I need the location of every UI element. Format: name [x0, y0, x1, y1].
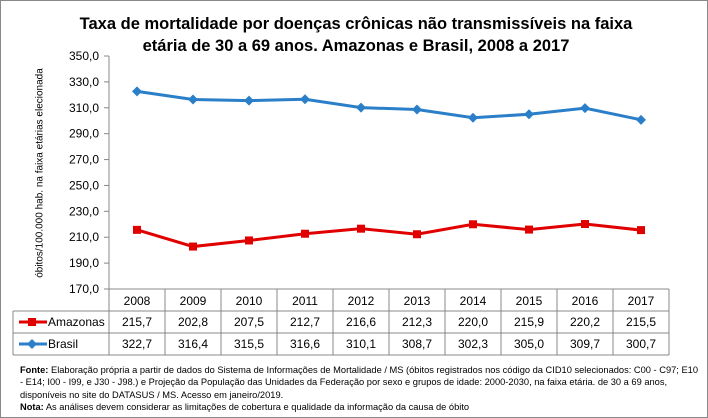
- y-tick-label: 290,0: [69, 127, 99, 141]
- data-point: [525, 225, 533, 234]
- data-table-value: 310,1: [346, 337, 376, 351]
- chart-title: Taxa de mortalidade por doenças crônicas…: [79, 15, 633, 55]
- data-table-value: 212,3: [402, 315, 432, 329]
- category-label: 2013: [404, 294, 431, 308]
- data-point: [468, 112, 478, 123]
- data-point: [469, 220, 477, 229]
- y-tick-label: 230,0: [69, 204, 99, 218]
- data-point: [580, 103, 590, 114]
- y-tick-label: 250,0: [69, 178, 99, 192]
- y-tick-label: 350,0: [69, 49, 99, 63]
- data-point: [133, 225, 141, 234]
- category-label: 2012: [348, 294, 375, 308]
- data-table-value: 316,6: [290, 337, 320, 351]
- data-table-value: 315,5: [234, 337, 264, 351]
- category-label: 2014: [460, 294, 487, 308]
- data-point: [413, 230, 421, 239]
- y-tick-label: 170,0: [69, 282, 99, 296]
- nota-label: Nota:: [20, 401, 44, 412]
- y-tick-label: 310,0: [69, 101, 99, 115]
- data-point: [412, 104, 422, 115]
- data-table-value: 300,7: [626, 337, 656, 351]
- data-table-value: 302,3: [458, 337, 488, 351]
- category-label: 2011: [292, 294, 318, 308]
- data-point: [581, 220, 589, 229]
- fonte-label: Fonte:: [20, 365, 49, 375]
- data-table-value: 220,2: [570, 315, 600, 329]
- y-tick-label: 270,0: [69, 153, 99, 167]
- source-notes: Fonte: Elaboração própria a partir de da…: [20, 364, 700, 413]
- data-table-value: 215,5: [626, 315, 656, 329]
- nota-text: As análises devem considerar as limitaçõ…: [43, 401, 470, 412]
- data-point: [132, 86, 142, 97]
- category-label: 2015: [516, 294, 543, 308]
- legend-label: Amazonas: [48, 315, 105, 329]
- data-point: [300, 94, 310, 105]
- series-line-amazonas: [136, 222, 642, 249]
- data-point: [244, 95, 254, 106]
- y-tick-label: 210,0: [69, 230, 99, 244]
- data-table-value: 216,6: [346, 315, 376, 329]
- data-point: [637, 226, 645, 235]
- category-label: 2010: [236, 294, 263, 308]
- data-table-value: 220,0: [458, 315, 488, 329]
- data-point: [245, 236, 253, 245]
- data-point: [301, 229, 309, 238]
- data-point: [357, 224, 365, 233]
- legend-label: Brasil: [48, 337, 78, 351]
- data-table-value: 215,9: [514, 315, 544, 329]
- data-point: [188, 94, 198, 105]
- y-tick-label: 190,0: [69, 256, 99, 270]
- category-label: 2008: [124, 294, 151, 308]
- data-table-value: 215,7: [122, 315, 152, 329]
- data-table-value: 316,4: [178, 337, 208, 351]
- data-table-value: 308,7: [402, 337, 432, 351]
- data-table-value: 212,7: [290, 315, 320, 329]
- legend-marker: [27, 339, 37, 349]
- category-label: 2016: [572, 294, 599, 308]
- data-point: [356, 102, 366, 113]
- category-label: 2009: [180, 294, 207, 308]
- data-table-value: 322,7: [122, 337, 152, 351]
- fonte-text: Elaboração própria a partir de dados do …: [20, 365, 698, 400]
- data-point: [636, 114, 646, 125]
- data-point: [189, 242, 197, 251]
- data-table-value: 305,0: [514, 337, 544, 351]
- legend-marker: [28, 318, 36, 326]
- data-table-value: 309,7: [570, 337, 600, 351]
- y-tick-label: 330,0: [69, 75, 99, 89]
- data-point: [524, 109, 534, 120]
- series-line-brasil: [136, 89, 642, 122]
- category-label: 2017: [628, 294, 655, 308]
- data-table-value: 202,8: [178, 315, 208, 329]
- data-table-value: 207,5: [234, 315, 264, 329]
